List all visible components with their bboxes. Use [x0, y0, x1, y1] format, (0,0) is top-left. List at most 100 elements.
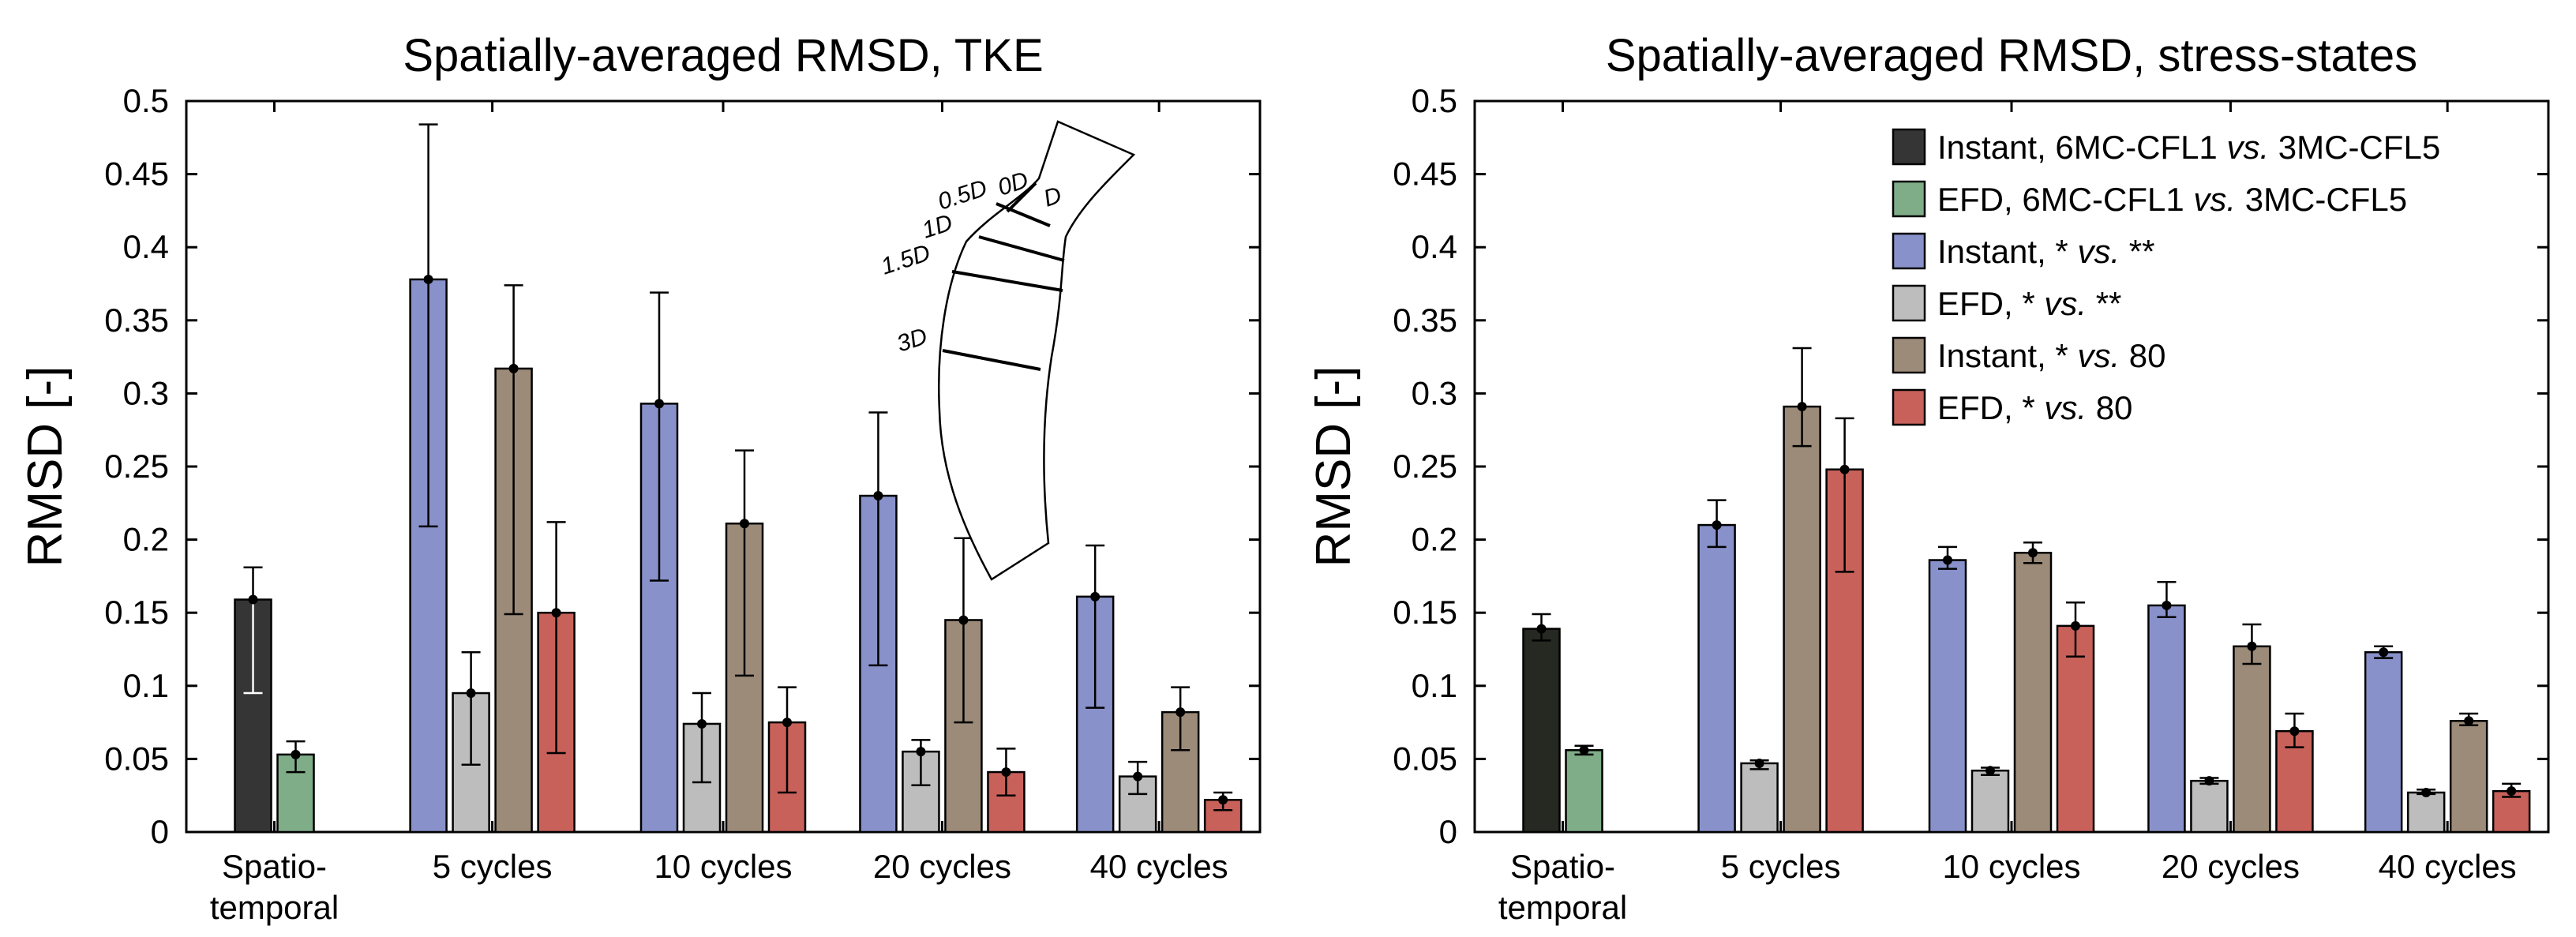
y-tick-label: 0.05: [1393, 740, 1457, 777]
mean-marker: [1985, 766, 1995, 776]
bar-efd_star_80: [2056, 624, 2095, 834]
legend-label-tail: 3MC-CFL5: [2236, 181, 2407, 218]
y-tick-label: 0.1: [123, 667, 169, 704]
legend-swatch-instant_star_80: [1892, 336, 1926, 374]
x-tick-label: 10 cycles: [1942, 848, 2080, 885]
mean-marker: [2071, 620, 2080, 631]
bar-instant_star_star2: [1697, 523, 1736, 834]
mean-marker: [958, 615, 969, 625]
mean-marker: [551, 608, 561, 618]
y-tick-label: 0.45: [1393, 156, 1457, 193]
x-tick-label: 10 cycles: [654, 848, 792, 885]
legend-swatch-instant_6mc: [1892, 128, 1926, 166]
section-3D: [942, 349, 1041, 371]
mean-marker: [248, 594, 258, 605]
mean-marker: [1797, 402, 1807, 412]
legend-label-vs: vs.: [2044, 285, 2087, 322]
mean-marker: [2464, 716, 2474, 726]
bar-efd_6mc: [1565, 749, 1603, 834]
mean-marker: [782, 718, 792, 728]
legend-swatch-instant_star_star2: [1892, 232, 1926, 270]
bar-instant_star_80: [2233, 645, 2271, 834]
legend-label-vs: vs.: [2226, 129, 2269, 166]
mean-marker: [2507, 786, 2517, 796]
y-tick-label: 0: [1439, 813, 1457, 850]
mean-marker: [2289, 726, 2300, 736]
x-tick-label: temporal: [210, 889, 339, 926]
y-tick-label: 0.4: [123, 228, 169, 265]
mean-marker: [466, 688, 476, 699]
bar-instant_star_star2: [2147, 604, 2186, 834]
y-tick-label: 0.3: [1412, 374, 1457, 411]
x-tick-label: 40 cycles: [1090, 848, 1228, 885]
bar-efd_star_star2: [2190, 779, 2229, 834]
x-tick-label: Spatio-: [222, 848, 327, 885]
y-tick-label: 0.4: [1412, 228, 1457, 265]
mean-marker: [1579, 745, 1589, 755]
legend-label-tail: 80: [2087, 389, 2132, 426]
inset-label: 3D: [894, 323, 931, 357]
mean-marker: [2162, 600, 2172, 610]
mean-marker: [916, 747, 926, 757]
legend-label: EFD, * vs. 80: [1937, 389, 2132, 426]
bar-instant_star_star2: [2364, 650, 2403, 834]
mean-marker: [1943, 555, 1952, 565]
mean-marker: [740, 519, 749, 529]
inset-label: 1.5D: [878, 240, 933, 280]
legend-label-vs: vs.: [2193, 181, 2236, 218]
y-tick-label: 0: [151, 813, 169, 850]
bar-efd_star_star2: [902, 750, 940, 834]
mean-marker: [508, 363, 519, 373]
y-tick-label: 0.05: [104, 740, 169, 777]
x-tick-label: temporal: [1498, 889, 1627, 926]
mean-marker: [2028, 548, 2038, 558]
mean-marker: [423, 274, 433, 284]
y-tick-label: 0.5: [123, 82, 169, 119]
inset-label: 0.5D: [935, 175, 990, 216]
legend-label-text: Instant, 6MC-CFL1: [1937, 129, 2226, 166]
legend-label: EFD, * vs. **: [1937, 285, 2121, 322]
mean-marker: [1176, 707, 1186, 718]
bar-instant_star_80: [1783, 405, 1821, 834]
y-tick-label: 0.45: [104, 156, 169, 193]
legend-label-text: EFD, *: [1937, 389, 2044, 426]
mean-marker: [1712, 520, 1722, 530]
bar-instant_star_star2: [1928, 559, 1967, 834]
mean-marker: [291, 749, 301, 759]
mean-marker: [2421, 787, 2432, 797]
bar-efd_star_star2: [1970, 769, 2010, 834]
mean-marker: [1001, 767, 1011, 778]
chart-title: Spatially-averaged RMSD, TKE: [403, 30, 1043, 81]
y-tick-label: 0.5: [1412, 82, 1457, 119]
y-axis-label: RMSD [-]: [1307, 366, 1361, 568]
y-tick-label: 0.15: [1393, 594, 1457, 631]
mean-marker: [2204, 776, 2214, 786]
bar-efd_star_star2: [1740, 762, 1779, 834]
bar-instant_star_80: [2013, 552, 2053, 834]
legend-label: Instant, 6MC-CFL1 vs. 3MC-CFL5: [1937, 129, 2440, 166]
x-tick-label: Spatio-: [1510, 848, 1615, 885]
y-tick-label: 0.25: [104, 448, 169, 485]
y-axis-label: RMSD [-]: [18, 366, 73, 568]
x-tick-label: 20 cycles: [2162, 848, 2300, 885]
mean-marker: [1536, 624, 1547, 634]
legend-label-tail: 80: [2120, 337, 2165, 374]
legend-swatch-efd_star_80: [1892, 388, 1926, 426]
legend-label-vs: vs.: [2077, 337, 2120, 374]
x-tick-label: 5 cycles: [1721, 848, 1841, 885]
mean-marker: [2379, 647, 2389, 658]
legend-label-tail: 3MC-CFL5: [2269, 129, 2440, 166]
legend-label-vs: vs.: [2077, 233, 2120, 270]
legend-label: Instant, * vs. 80: [1937, 337, 2166, 374]
legend-label-tail: **: [2120, 233, 2154, 270]
legend-label: EFD, 6MC-CFL1 vs. 3MC-CFL5: [1937, 181, 2407, 218]
y-tick-label: 0.3: [123, 374, 169, 411]
inset-label: 1D: [919, 209, 956, 243]
legend-label: Instant, * vs. **: [1937, 233, 2154, 270]
tke-chart: Spatially-averaged RMSD, TKE 0 0.05 0.1 0.15…: [18, 30, 1262, 926]
chart-title: Spatially-averaged RMSD, stress-states: [1606, 30, 2417, 81]
mean-marker: [1133, 771, 1143, 781]
y-tick-label: 0.2: [1412, 521, 1457, 558]
